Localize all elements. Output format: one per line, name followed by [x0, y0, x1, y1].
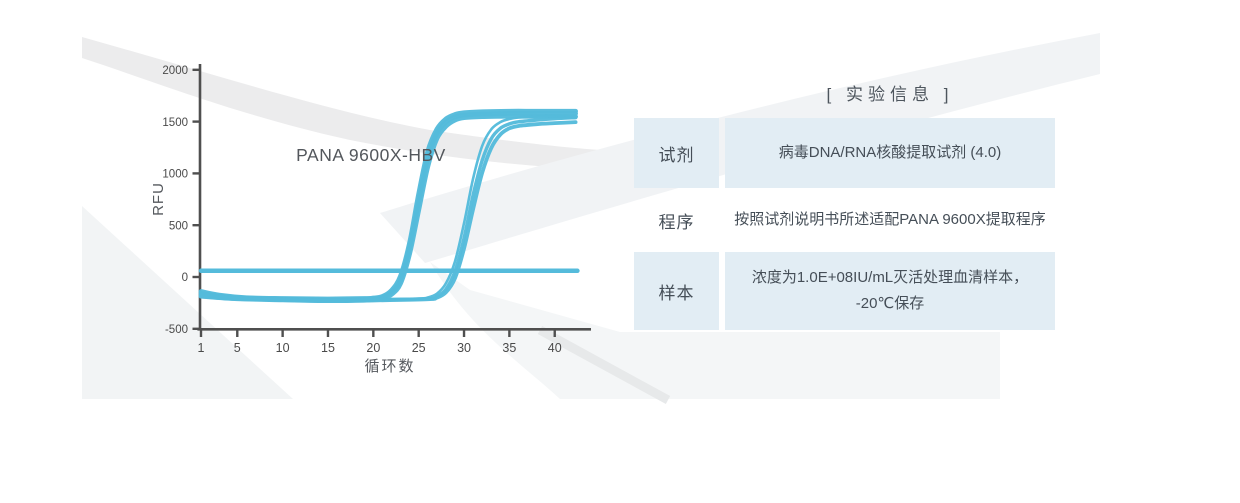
- y-tick-label: -500: [165, 324, 188, 336]
- row-value-reagent: 病毒DNA/RNA核酸提取试剂 (4.0): [725, 118, 1055, 188]
- row-label-program: 程序: [658, 212, 695, 232]
- table-row-reagent: 试剂 病毒DNA/RNA核酸提取试剂 (4.0): [634, 118, 1055, 188]
- row-value-line: 病毒DNA/RNA核酸提取试剂 (4.0): [778, 144, 1002, 161]
- x-tick-label: 30: [457, 341, 471, 355]
- series-label: PANA 9600X-HBV: [296, 145, 446, 165]
- row-label-reagent: 试剂: [634, 118, 719, 188]
- background-swoosh-top-left: [82, 37, 600, 170]
- row-value-program: 按照试剂说明书所述适配PANA 9600X提取程序: [725, 188, 1055, 252]
- x-axis-label: 循环数: [364, 358, 415, 375]
- table-row-sample: 样本 浓度为1.0E+08IU/mL灭活处理血清样本， -20℃保存: [634, 252, 1055, 330]
- row-value-line: 按照试剂说明书所述适配PANA 9600X提取程序: [734, 211, 1046, 228]
- y-tick-group: 2000 1500 1000 500 0 -500: [162, 65, 200, 336]
- background-triangle-bottom-left: [82, 206, 293, 399]
- x-tick-label: 20: [366, 341, 380, 355]
- x-tick-label: 15: [321, 341, 335, 355]
- x-tick-label: 1: [198, 341, 205, 355]
- x-tick-label: 10: [276, 341, 290, 355]
- x-tick-label: 40: [548, 341, 562, 355]
- curve-replicate-2c: [199, 120, 578, 303]
- y-tick-label: 1500: [162, 117, 188, 129]
- row-value-line: 浓度为1.0E+08IU/mL灭活处理血清样本，: [751, 269, 1029, 286]
- y-axis-label: RFU: [150, 182, 167, 216]
- y-tick-label: 500: [169, 220, 188, 232]
- x-tick-label: 35: [502, 341, 516, 355]
- x-tick-label: 25: [412, 341, 426, 355]
- x-tick-label: 5: [234, 341, 241, 355]
- y-tick-label: 0: [182, 272, 188, 284]
- x-tick-group: 1 5 10 15 20 25 30 35 40: [198, 329, 562, 355]
- table-row-program: 程序 按照试剂说明书所述适配PANA 9600X提取程序: [634, 188, 1055, 252]
- panel-title: [ 实验信息 ]: [826, 85, 954, 104]
- amplification-curves: [198, 108, 580, 304]
- y-tick-label: 1000: [162, 169, 188, 181]
- y-tick-label: 2000: [162, 65, 188, 77]
- row-label-sample: 样本: [634, 252, 719, 330]
- row-value-line: -20℃保存: [855, 295, 925, 312]
- row-value-sample: 浓度为1.0E+08IU/mL灭活处理血清样本， -20℃保存: [725, 252, 1055, 330]
- background-strip-bottom: [300, 262, 1000, 399]
- background-edge-line: [537, 326, 671, 404]
